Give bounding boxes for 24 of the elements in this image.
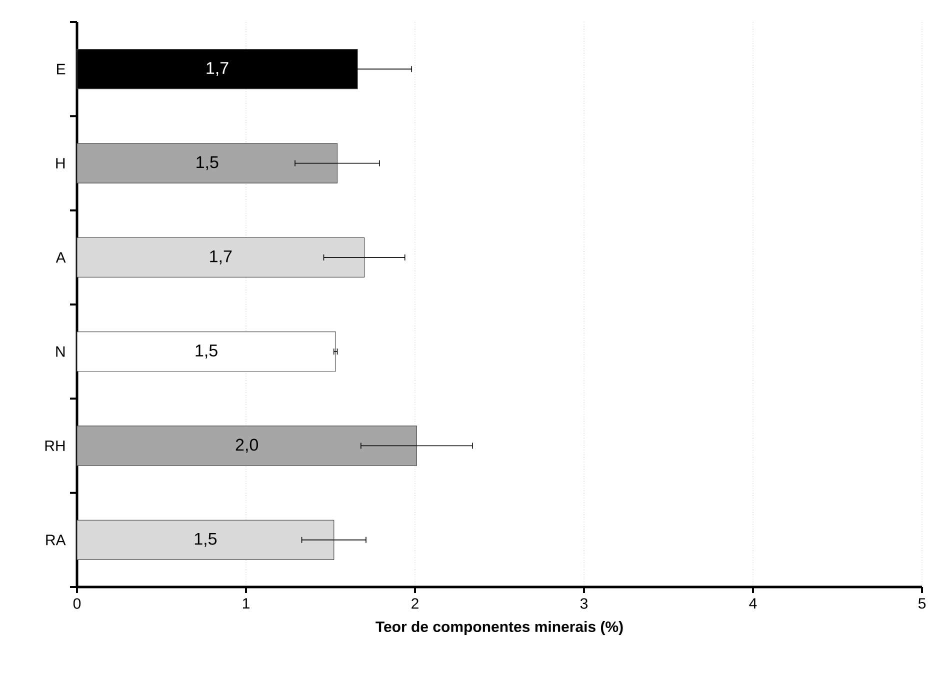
x-tick-label: 4: [749, 598, 757, 609]
data-label: 1,5: [196, 344, 218, 359]
bar: [76, 237, 365, 278]
x-tick-label: 3: [580, 598, 588, 609]
y-tick-label: N: [56, 346, 65, 357]
y-tick-label: E: [57, 64, 66, 74]
y-tick-label: H: [56, 158, 65, 168]
data-label: 1,5: [196, 156, 218, 170]
bar: [76, 520, 334, 560]
x-tick-label: 5: [918, 598, 926, 609]
x-tick-label: 1: [242, 598, 250, 609]
y-tick-label: RA: [46, 534, 66, 546]
data-label: 1,7: [210, 250, 232, 264]
data-label: 2,0: [236, 438, 258, 453]
bar: [76, 143, 338, 184]
y-tick-label: A: [56, 252, 66, 263]
bar: [76, 426, 417, 466]
data-label: 1,7: [206, 62, 228, 76]
bar: [76, 332, 336, 372]
x-tick-label: 2: [412, 598, 418, 609]
data-label: 1,5: [194, 532, 217, 547]
y-tick-label: RH: [45, 440, 65, 451]
x-axis-title: Teor de componentes minerais (%): [376, 621, 623, 635]
x-tick-label: 0: [73, 598, 81, 609]
